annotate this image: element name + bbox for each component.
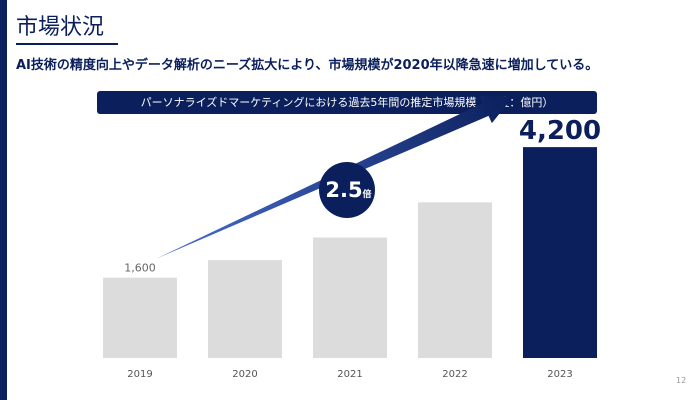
bar-2020 xyxy=(208,260,282,358)
bar-2022 xyxy=(418,202,492,358)
multiplier-badge xyxy=(319,162,375,218)
data-label: 1,600 xyxy=(124,262,156,275)
page-number: 12 xyxy=(676,376,687,385)
bar-2021 xyxy=(313,237,387,358)
x-tick-label: 2023 xyxy=(547,369,572,380)
multiplier-unit: 倍 xyxy=(362,188,371,200)
chart-title: パーソナライズドマーケティングにおける過去5年間の推定市場規模（単位：億円） xyxy=(97,91,597,114)
x-tick-label: 2020 xyxy=(232,369,257,380)
accent-bar xyxy=(0,0,7,400)
bar-2023 xyxy=(523,147,597,358)
page-title: 市場状況 xyxy=(16,15,105,40)
page-subtitle: AI技術の精度向上やデータ解析のニーズ拡大により、市場規模が2020年以降急速に… xyxy=(16,58,599,73)
x-tick-label: 2019 xyxy=(127,369,152,380)
bar-2019 xyxy=(103,277,177,358)
x-tick-label: 2021 xyxy=(337,369,362,380)
title-underline xyxy=(16,43,118,45)
x-tick-label: 2022 xyxy=(442,369,467,380)
multiplier-value: 2.5 xyxy=(325,178,362,202)
data-label: 4,200 xyxy=(519,116,601,146)
